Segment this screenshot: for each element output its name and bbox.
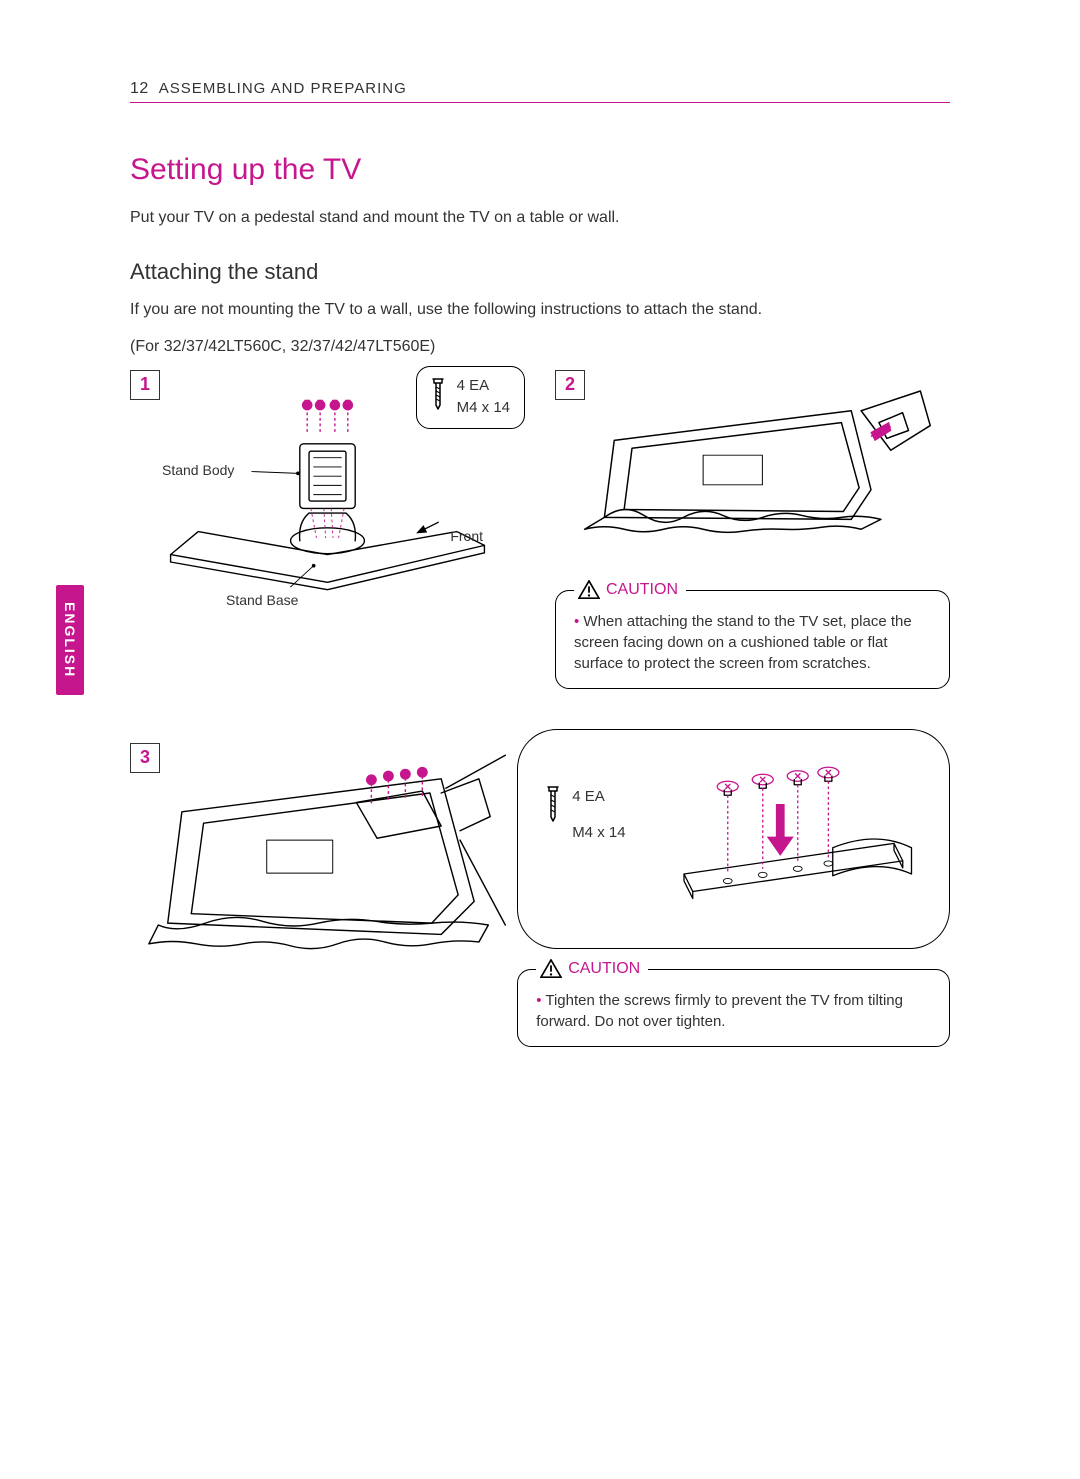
diagram-step1: Stand Body Front Stand Base [130, 370, 525, 610]
warning-icon [578, 580, 600, 600]
caution-label: CAUTION [568, 958, 640, 980]
detail-diagram [649, 744, 929, 934]
label-stand-base: Stand Base [226, 592, 298, 608]
section-name: ASSEMBLING AND PREPARING [159, 80, 407, 97]
page-header: 12 ASSEMBLING AND PREPARING [130, 80, 950, 103]
caution-title: CAUTION [536, 958, 648, 980]
step-number: 3 [130, 743, 160, 773]
caution-label: CAUTION [606, 579, 678, 601]
screw-icon [544, 783, 562, 829]
label-stand-body: Stand Body [162, 462, 234, 478]
label-front: Front [450, 528, 483, 544]
step-3-left: 3 [130, 729, 507, 989]
step-1: 1 4 EA M4 x 14 [130, 370, 525, 689]
page-number: 12 [130, 80, 149, 98]
subtitle-text: If you are not mounting the TV to a wall… [130, 299, 950, 321]
screw-size: M4 x 14 [572, 821, 625, 845]
caution-box-1: CAUTION When attaching the stand to the … [555, 590, 950, 689]
step-number: 2 [555, 370, 585, 400]
page-title: Setting up the TV [130, 153, 950, 187]
model-note: (For 32/37/42LT560C, 32/37/42/47LT560E) [130, 338, 950, 356]
warning-icon [540, 959, 562, 979]
step-number: 1 [130, 370, 160, 400]
diagram-step3 [130, 729, 507, 989]
subtitle: Attaching the stand [130, 259, 950, 285]
caution-box-2: CAUTION Tighten the screws firmly to pre… [517, 969, 950, 1047]
caution-text: Tighten the screws firmly to prevent the… [536, 990, 931, 1032]
step-2: 2 [555, 370, 950, 689]
diagram-step2 [555, 370, 950, 570]
screw-qty: 4 EA [572, 785, 625, 809]
intro-text: Put your TV on a pedestal stand and moun… [130, 207, 950, 229]
caution-text: When attaching the stand to the TV set, … [574, 611, 931, 674]
caution-title: CAUTION [574, 579, 686, 601]
detail-callout: 4 EA M4 x 14 [517, 729, 950, 949]
step-3-right: 4 EA M4 x 14 [517, 729, 950, 1047]
